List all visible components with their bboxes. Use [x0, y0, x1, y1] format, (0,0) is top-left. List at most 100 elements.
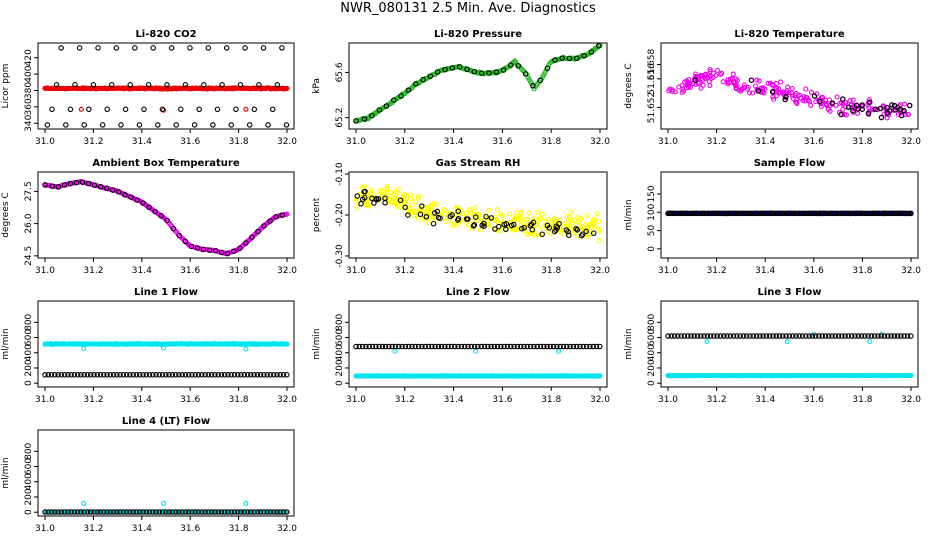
x-tick-label: 31.6	[804, 266, 824, 276]
data-point	[705, 72, 711, 78]
data-point	[218, 509, 225, 515]
y-tick-label: 600	[335, 329, 345, 346]
data-point	[133, 372, 140, 378]
data-point	[244, 509, 251, 515]
data-point	[150, 509, 156, 515]
data-point	[905, 210, 912, 217]
x-tick-label: 32.0	[277, 395, 297, 405]
data-point	[61, 372, 68, 378]
data-point	[832, 333, 839, 339]
data-point	[86, 106, 92, 113]
data-point	[223, 45, 230, 51]
chart-title: Line 1 Flow	[134, 287, 198, 298]
data-point	[103, 185, 110, 192]
data-point	[191, 122, 198, 128]
data-point	[417, 211, 424, 218]
data-point	[826, 97, 832, 103]
data-point	[878, 333, 884, 339]
data-point	[246, 122, 253, 128]
data-point	[902, 101, 908, 107]
data-point	[567, 223, 573, 229]
data-point	[422, 343, 428, 350]
data-point	[901, 108, 907, 114]
data-point	[212, 247, 219, 254]
data-point	[45, 372, 52, 378]
data-point	[274, 509, 280, 515]
data-point	[424, 210, 430, 217]
data-point	[405, 343, 412, 350]
data-point	[587, 343, 593, 350]
data-point	[454, 205, 460, 211]
data-point	[218, 249, 225, 256]
data-point	[898, 112, 905, 119]
x-tick-label: 31.4	[132, 524, 152, 534]
data-point	[405, 87, 412, 93]
data-point	[471, 68, 478, 75]
data-point	[42, 509, 48, 515]
data-point	[531, 343, 537, 350]
data-point	[675, 333, 681, 339]
data-point	[58, 45, 64, 51]
data-point	[127, 82, 133, 88]
data-point	[53, 82, 60, 88]
data-point	[488, 215, 495, 221]
data-point	[134, 197, 140, 203]
data-point	[872, 106, 879, 113]
data-point	[65, 509, 71, 515]
series-reference	[354, 188, 597, 239]
x-tick-label: 31.0	[658, 137, 678, 147]
x-tick-label: 31.2	[83, 395, 103, 405]
data-point	[520, 67, 526, 74]
data-point	[730, 333, 737, 339]
data-point	[452, 343, 458, 350]
data-point	[398, 93, 404, 99]
data-point	[260, 45, 267, 51]
data-point	[866, 97, 872, 103]
data-point	[503, 226, 509, 233]
data-point	[358, 201, 364, 207]
data-point	[214, 106, 221, 113]
data-point	[817, 98, 823, 105]
data-point	[371, 200, 377, 206]
data-point	[472, 214, 479, 220]
data-point	[261, 509, 267, 515]
data-point	[688, 333, 694, 339]
plot-frame	[348, 42, 608, 130]
data-point	[805, 97, 811, 103]
data-point	[241, 372, 248, 378]
data-point	[420, 76, 426, 83]
data-point	[205, 372, 212, 378]
plot-frame	[37, 429, 295, 517]
data-point	[763, 333, 770, 339]
data-point	[774, 85, 780, 91]
x-tick-label: 31.2	[83, 524, 103, 534]
data-point	[859, 106, 865, 112]
data-point	[840, 96, 846, 102]
data-point	[784, 339, 790, 345]
data-point	[376, 107, 382, 113]
data-point	[284, 509, 290, 515]
data-point	[81, 346, 87, 352]
data-point	[156, 372, 163, 378]
data-point	[164, 82, 170, 88]
data-point	[136, 122, 143, 128]
chart-title: Li-820 Pressure	[434, 29, 522, 40]
chart-panel-2: Li-820 Pressure kPa 65.2 65.6 31.0 31.2 31.4 31…	[312, 29, 610, 147]
data-point	[428, 204, 434, 210]
data-point	[264, 372, 270, 378]
x-tick-label: 31.0	[346, 137, 366, 147]
data-point	[248, 372, 254, 378]
data-point	[834, 94, 840, 100]
data-point	[785, 84, 791, 90]
data-point	[493, 69, 500, 75]
data-point	[99, 122, 106, 128]
data-point	[843, 112, 849, 118]
data-point	[559, 55, 565, 62]
data-point	[215, 509, 221, 515]
figure-title: NWR_080131 2.5 Min. Ave. Diagnostics	[340, 1, 596, 16]
data-point	[508, 222, 515, 229]
series-relative-humidity	[353, 183, 602, 244]
data-point	[692, 71, 699, 77]
y-tick-label: 400	[24, 473, 34, 490]
y-tick-label: 50	[647, 225, 657, 237]
